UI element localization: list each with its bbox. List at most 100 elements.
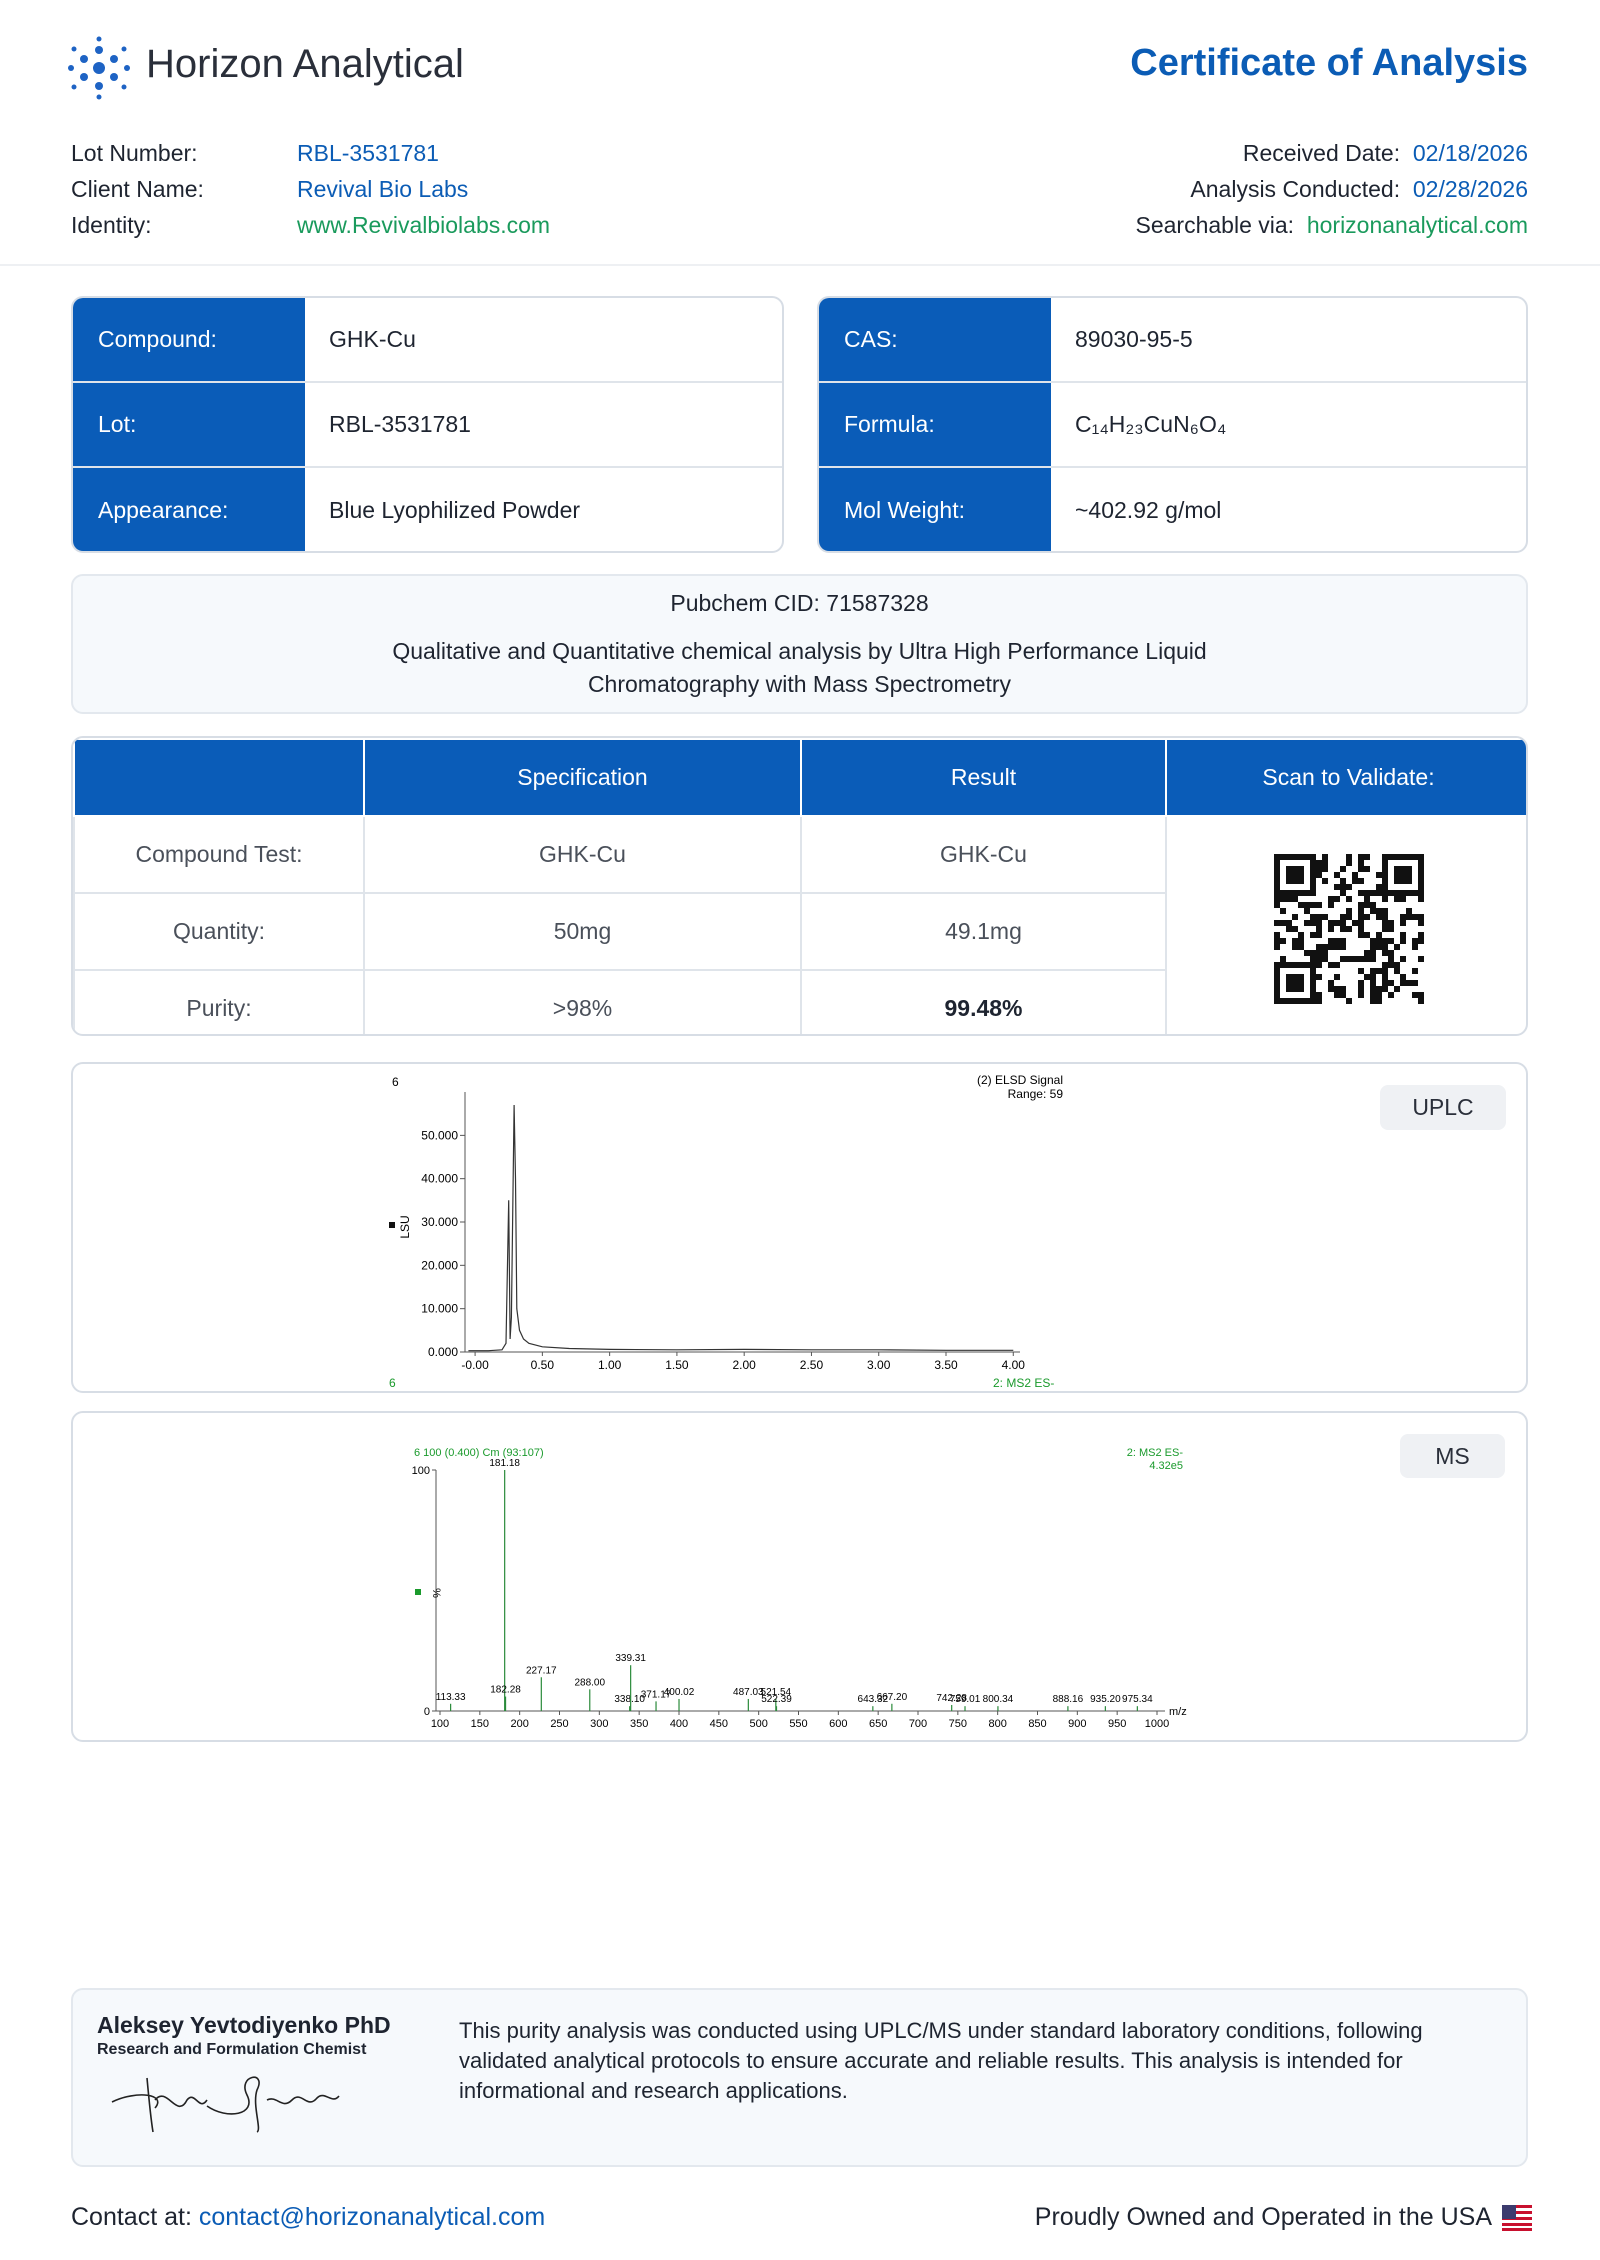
qr-module xyxy=(1321,865,1328,872)
qr-module xyxy=(1351,871,1358,878)
x-tick-label: 3.00 xyxy=(867,1358,891,1372)
qr-module xyxy=(1411,979,1418,986)
qr-module xyxy=(1273,883,1280,890)
spec-cell: 50mg xyxy=(363,892,802,971)
qr-module xyxy=(1399,931,1406,938)
qr-module xyxy=(1291,937,1298,944)
qr-module xyxy=(1357,967,1364,974)
x-tick-label: 450 xyxy=(710,1718,728,1730)
qr-code[interactable] xyxy=(1271,851,1427,1007)
property-value: Blue Lyophilized Powder xyxy=(329,497,581,523)
qr-module xyxy=(1381,871,1388,878)
qr-module xyxy=(1285,895,1292,902)
qr-module xyxy=(1393,961,1400,968)
qr-module xyxy=(1375,889,1382,896)
signature-box: Aleksey Yevtodiyenko PhD Research and Fo… xyxy=(71,1988,1528,2167)
qr-module xyxy=(1333,991,1340,998)
qr-module xyxy=(1369,979,1376,986)
y-tick-label: 30.000 xyxy=(421,1215,458,1229)
qr-module xyxy=(1291,889,1298,896)
info-row: Analysis Conducted: 02/28/2026 xyxy=(1136,171,1528,207)
qr-module xyxy=(1399,937,1406,944)
qr-module xyxy=(1333,961,1340,968)
qr-module xyxy=(1405,877,1412,884)
qr-module xyxy=(1315,901,1322,908)
qr-module xyxy=(1411,889,1418,896)
qr-module xyxy=(1357,901,1364,908)
qr-module xyxy=(1291,979,1298,986)
x-tick-label: 650 xyxy=(869,1718,887,1730)
result-cell: 49.1mg xyxy=(800,892,1167,971)
qr-module xyxy=(1279,889,1286,896)
qr-module xyxy=(1327,925,1334,932)
qr-module xyxy=(1315,973,1322,980)
qr-module xyxy=(1273,973,1280,980)
qr-module xyxy=(1297,997,1304,1004)
qr-module xyxy=(1339,877,1346,884)
qr-module xyxy=(1381,877,1388,884)
qr-module xyxy=(1315,961,1322,968)
qr-module xyxy=(1297,931,1304,938)
qr-module xyxy=(1285,865,1292,872)
channel-label: 2: MS2 ES- xyxy=(1127,1447,1184,1459)
ms-box: 0 100 100 150 200 250 300 350 400 450 500 550 600 650… xyxy=(71,1411,1528,1742)
brand-name: Horizon Analytical xyxy=(146,42,464,86)
qr-module xyxy=(1363,931,1370,938)
info-row: Identity: www.Revivalbiolabs.com xyxy=(71,207,550,243)
qr-module xyxy=(1345,913,1352,920)
x-tick-label: 300 xyxy=(590,1718,608,1730)
signature xyxy=(111,2076,340,2133)
qr-module xyxy=(1309,859,1316,866)
qr-module xyxy=(1339,943,1346,950)
qr-module xyxy=(1339,985,1346,992)
qr-module xyxy=(1303,949,1310,956)
qr-module xyxy=(1291,943,1298,950)
x-tick-label: 700 xyxy=(909,1718,927,1730)
axis-marker xyxy=(415,1589,421,1595)
qr-module xyxy=(1333,937,1340,944)
info-right: Received Date: 02/18/2026 Analysis Condu… xyxy=(1136,135,1529,243)
qr-module xyxy=(1339,865,1346,872)
x-tick-label: 200 xyxy=(510,1718,528,1730)
x-tick-label: 3.50 xyxy=(934,1358,958,1372)
qr-module xyxy=(1309,967,1316,974)
qr-module xyxy=(1297,889,1304,896)
results-table: Specification Result Scan to Validate: C… xyxy=(73,738,1526,1034)
property-value: C₁₄H₂₃CuN₆O₄ xyxy=(1075,411,1227,437)
qr-module xyxy=(1417,859,1424,866)
qr-module xyxy=(1411,943,1418,950)
qr-module xyxy=(1381,883,1388,890)
qr-module xyxy=(1411,967,1418,974)
y-tick-label: 10.000 xyxy=(421,1302,458,1316)
qr-module xyxy=(1333,919,1340,926)
qr-module xyxy=(1357,865,1364,872)
qr-module xyxy=(1327,961,1334,968)
chart-label: 6 xyxy=(392,1075,399,1089)
qr-module xyxy=(1375,907,1382,914)
x-tick-label: 750 xyxy=(949,1718,967,1730)
info-label: Analysis Conducted: xyxy=(1190,176,1401,202)
peak-label: 182.28 xyxy=(490,1685,521,1696)
qr-module xyxy=(1291,871,1298,878)
qr-module xyxy=(1315,919,1322,926)
x-tick-label: -0.00 xyxy=(461,1358,489,1372)
qr-module xyxy=(1297,877,1304,884)
x-tick-label: 1.00 xyxy=(598,1358,622,1372)
qr-module xyxy=(1291,865,1298,872)
qr-module xyxy=(1405,889,1412,896)
qr-module xyxy=(1375,985,1382,992)
qr-module xyxy=(1369,967,1376,974)
qr-module xyxy=(1273,991,1280,998)
property-label: Formula: xyxy=(819,383,1051,466)
qr-module xyxy=(1369,973,1376,980)
contact-email[interactable]: contact@horizonanalytical.com xyxy=(198,2203,546,2231)
row-label: Quantity: xyxy=(73,892,365,971)
separator xyxy=(0,264,1600,266)
qr-module xyxy=(1279,907,1286,914)
qr-module xyxy=(1387,925,1394,932)
qr-module xyxy=(1339,889,1346,896)
qr-module xyxy=(1399,919,1406,926)
spec-cell: GHK-Cu xyxy=(363,815,802,894)
qr-module xyxy=(1333,985,1340,992)
table-header-row: Specification Result Scan to Validate: xyxy=(73,738,1526,817)
